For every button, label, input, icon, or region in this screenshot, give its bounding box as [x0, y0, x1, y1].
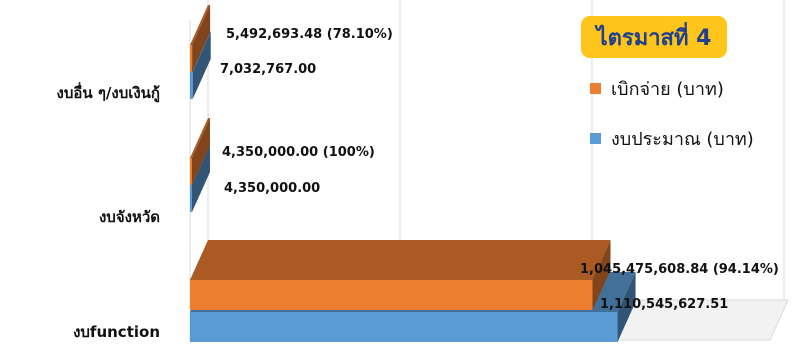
legend-label-disbursed: เบิกจ่าย (บาท): [611, 79, 724, 100]
data-label: 1,045,475,608.84 (94.14%): [580, 262, 779, 277]
bar-top: [190, 118, 210, 158]
category-label: งบfunction: [73, 323, 160, 341]
bar-front: [190, 312, 618, 342]
category-label: งบจังหวัด: [99, 208, 160, 226]
category-label: งบอื่น ๆ/งบเงินกู้: [57, 82, 161, 103]
data-label: 4,350,000.00 (100%): [222, 145, 375, 160]
bar-front: [190, 72, 193, 99]
bar-front: [190, 158, 192, 185]
data-label: 7,032,767.00: [220, 62, 316, 77]
bar-top: [190, 5, 211, 45]
bar-top: [190, 240, 611, 280]
data-label: 4,350,000.00: [224, 181, 320, 196]
bar-side: [192, 5, 211, 72]
data-label: 1,110,545,627.51: [600, 297, 728, 312]
data-label: 5,492,693.48 (78.10%): [226, 27, 393, 42]
bar-side: [192, 145, 210, 212]
bar-side: [617, 272, 636, 342]
legend-label-budget: งบประมาณ (บาท): [611, 129, 754, 150]
legend-swatch-budget: [590, 133, 601, 144]
bar-side: [192, 32, 211, 99]
legend-item-disbursed: เบิกจ่าย (บาท): [590, 74, 724, 103]
legend-swatch-disbursed: [590, 83, 601, 94]
bar-front: [190, 280, 593, 310]
bar-front: [190, 185, 192, 212]
quarter-badge: ไตรมาสที่ 4: [581, 16, 727, 58]
bar-side: [192, 118, 210, 185]
bar-side: [592, 240, 611, 310]
bar-front: [190, 45, 193, 72]
legend-item-budget: งบประมาณ (บาท): [590, 124, 754, 153]
quarter-badge-text: ไตรมาสที่ 4: [596, 25, 712, 51]
